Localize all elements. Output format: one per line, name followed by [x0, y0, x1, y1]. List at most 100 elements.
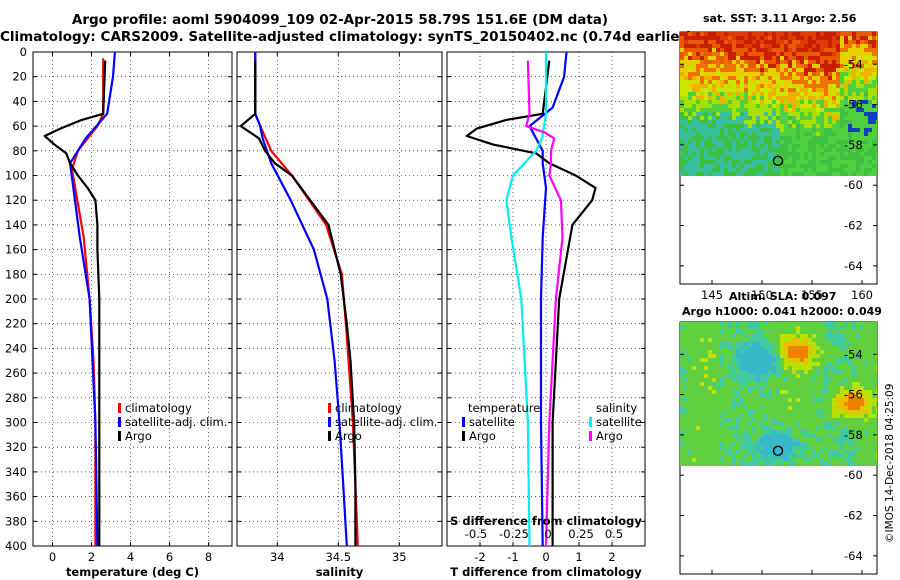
x-tick-label: 34.5	[325, 550, 351, 564]
legend-label: satellite	[469, 415, 515, 429]
y-tick-label: 340	[5, 465, 27, 479]
salinity-difference-axis-label: S difference from climatology	[450, 514, 642, 528]
y-tick-label: 180	[5, 267, 27, 281]
y-tick-label: 380	[5, 514, 27, 528]
argo-location-marker	[772, 445, 784, 457]
map-lon-label: 145	[701, 288, 723, 302]
y-tick-label: 40	[12, 94, 27, 108]
map-lat-label: -54	[844, 57, 863, 71]
map-lat-label: -56	[844, 98, 863, 112]
map-lat-label: -58	[844, 428, 863, 442]
y-tick-label: 100	[5, 169, 27, 183]
series-line-argo	[43, 60, 107, 546]
map-lat-label: -62	[844, 219, 863, 233]
legend-label: satellite	[596, 415, 642, 429]
sla-map-title-1: Altim. SLA: 0.097	[729, 290, 837, 303]
y-tick-label: 200	[5, 292, 27, 306]
legend-label: Argo	[125, 429, 152, 443]
legend-swatch	[118, 403, 121, 413]
y-tick-label: 20	[12, 70, 27, 84]
y-tick-label: 160	[5, 243, 27, 257]
y-tick-label: 360	[5, 490, 27, 504]
argo-location-marker	[772, 155, 784, 167]
legend-swatch	[328, 431, 331, 441]
map-lat-label: -62	[844, 509, 863, 523]
legend-label: satellite-adj. clim.	[125, 415, 227, 429]
s-tick-label: 0.25	[568, 527, 594, 541]
map-lon-label: 160	[851, 288, 873, 302]
y-tick-label: 140	[5, 218, 27, 232]
x-tick-label: 0	[542, 550, 549, 564]
y-tick-label: 400	[5, 539, 27, 553]
map-lon-label: 155	[801, 578, 823, 580]
legend-swatch	[589, 417, 592, 427]
series-line-temperature-satellite	[528, 51, 568, 547]
sla-map-title-2: Argo h1000: 0.041 h2000: 0.049	[682, 305, 882, 318]
series-line-satellite-adj-clim-	[254, 52, 348, 547]
x-tick-label: 1	[575, 550, 582, 564]
series-line-argo	[239, 60, 357, 546]
legend-swatch	[462, 417, 465, 427]
legend-label: Argo	[596, 429, 623, 443]
legend-swatch	[462, 431, 465, 441]
panel-salinity: 34 34.5 35 salinity	[236, 51, 443, 579]
x-axis-label: salinity	[316, 565, 364, 579]
legend-swatch	[328, 417, 331, 427]
map-sst: -54 -56 -58 -60 -62 -64 145 150 155 160	[679, 31, 878, 302]
series-line-salinity-argo	[525, 60, 564, 547]
sst-map-title: sat. SST: 3.11 Argo: 2.56	[703, 12, 857, 25]
x-tick-label: 6	[166, 550, 173, 564]
panel-temperature: 0 2 4 6 8 temperature (deg C)	[32, 51, 233, 579]
series-line-salinity-satellite	[505, 52, 548, 547]
panel-frame	[32, 51, 233, 547]
y-tick-label: 300	[5, 416, 27, 430]
map-lon-label: 160	[851, 578, 873, 580]
y-tick-label: 240	[5, 341, 27, 355]
y-tick-label: 280	[5, 391, 27, 405]
legend-title-temperature: temperature	[468, 401, 540, 415]
map-lat-label: -60	[844, 468, 863, 482]
map-lat-label: -58	[844, 138, 863, 152]
map-field	[680, 32, 877, 176]
legend-label: climatology	[125, 401, 192, 415]
legend-title-salinity: salinity	[596, 401, 637, 415]
legend-swatch	[118, 417, 121, 427]
map-lon-label: 150	[751, 288, 773, 302]
title-line-1: Argo profile: aoml 5904099_109 02-Apr-20…	[71, 12, 609, 28]
series-line-temperature-argo	[465, 60, 597, 546]
legend-label: climatology	[335, 401, 402, 415]
map-lon-label: 150	[751, 578, 773, 580]
y-tick-label: 120	[5, 193, 27, 207]
y-tick-label: 0	[20, 45, 27, 59]
s-tick-label: -0.5	[465, 527, 487, 541]
title-line-2: Climatology: CARS2009. Satellite-adjuste…	[0, 29, 693, 45]
x-tick-label: 35	[392, 550, 407, 564]
s-tick-label: 0	[544, 527, 551, 541]
y-tick-label: 260	[5, 366, 27, 380]
map-field	[680, 322, 877, 466]
map-lat-label: -56	[844, 388, 863, 402]
map-lat-label: -64	[844, 549, 863, 563]
x-tick-label: 2	[608, 550, 615, 564]
legend-label: Argo	[335, 429, 362, 443]
x-tick-label: 34	[270, 550, 285, 564]
legend-swatch	[328, 403, 331, 413]
legend-label: Argo	[469, 429, 496, 443]
panel-frame	[236, 51, 443, 547]
y-tick-label: 80	[12, 144, 27, 158]
x-tick-label: 0	[49, 550, 56, 564]
legend-swatch	[118, 431, 121, 441]
legend-label: satellite-adj. clim.	[335, 415, 437, 429]
legend-swatch	[589, 431, 592, 441]
y-tick-label: 60	[12, 119, 27, 133]
map-sla: -54 -56 -58 -60 -62 -64 145 150 155 160	[679, 321, 878, 580]
x-axis-label: T difference from climatology	[450, 565, 642, 579]
y-tick-label: 320	[5, 440, 27, 454]
y-tick-label: 220	[5, 317, 27, 331]
map-lat-label: -60	[844, 178, 863, 192]
panel-difference: -2 -1 0 1 2T difference from climatology	[446, 51, 646, 579]
x-tick-label: 4	[127, 550, 134, 564]
x-tick-label: 8	[205, 550, 212, 564]
s-tick-label: 0.5	[605, 527, 623, 541]
